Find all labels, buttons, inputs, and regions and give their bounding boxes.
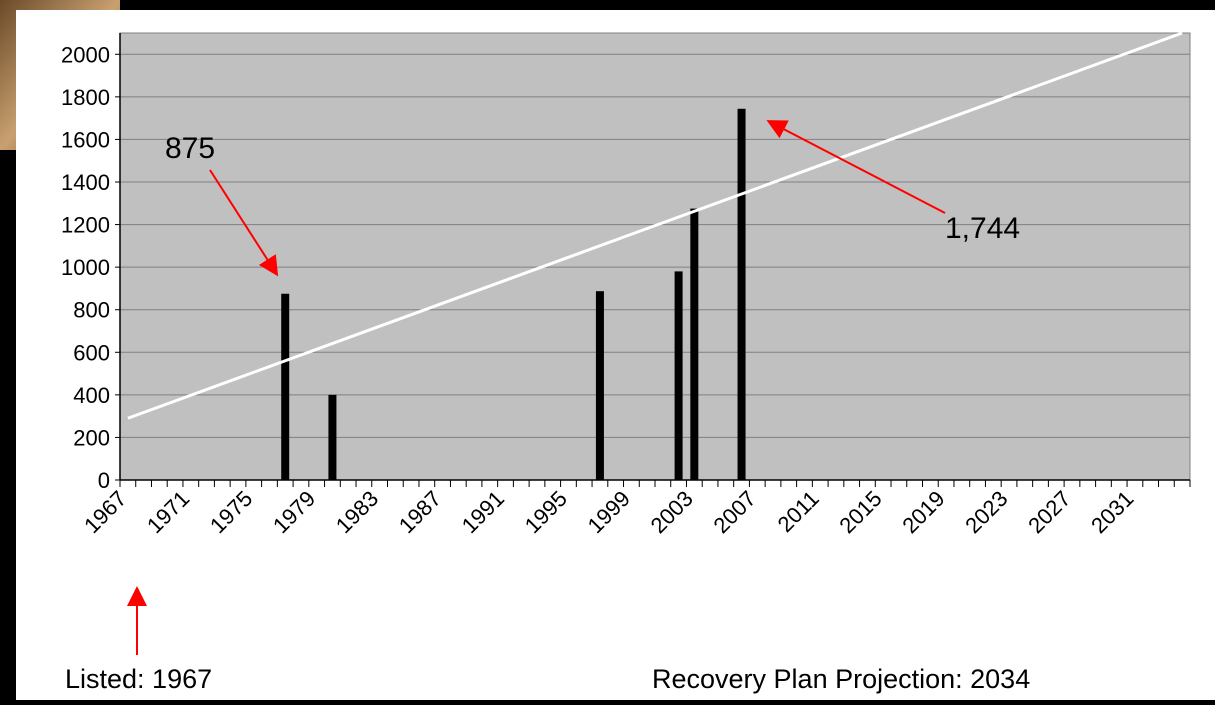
y-tick-label: 400 [73,383,110,408]
bar [281,293,290,480]
trend-line [127,31,1183,420]
bar [328,394,337,480]
plot-area [119,32,1191,481]
plot: 0200400600800100012001400160018002000196… [61,31,1191,538]
y-tick-label: 200 [73,425,110,450]
y-tick-label: 1400 [61,170,110,195]
y-tick-label: 2000 [61,42,110,67]
arrow [766,120,946,214]
arrow [209,169,279,277]
y-tick-label: 1200 [61,213,110,238]
bar [595,291,604,480]
y-tick-label: 800 [73,298,110,323]
annotation: Listed: 1967 [65,664,212,694]
annotation: Recovery Plan Projection: 2034 [652,664,1030,694]
y-tick-label: 1600 [61,127,110,152]
bar [690,208,699,480]
y-tick-label: 600 [73,340,110,365]
y-tick-label: 0 [98,468,110,493]
annotation: 875 [165,132,215,165]
bar [737,108,746,480]
annotation: 1,744 [945,212,1020,245]
bar [674,271,683,480]
y-tick-label: 1800 [61,85,110,110]
y-tick-label: 1000 [61,255,110,280]
